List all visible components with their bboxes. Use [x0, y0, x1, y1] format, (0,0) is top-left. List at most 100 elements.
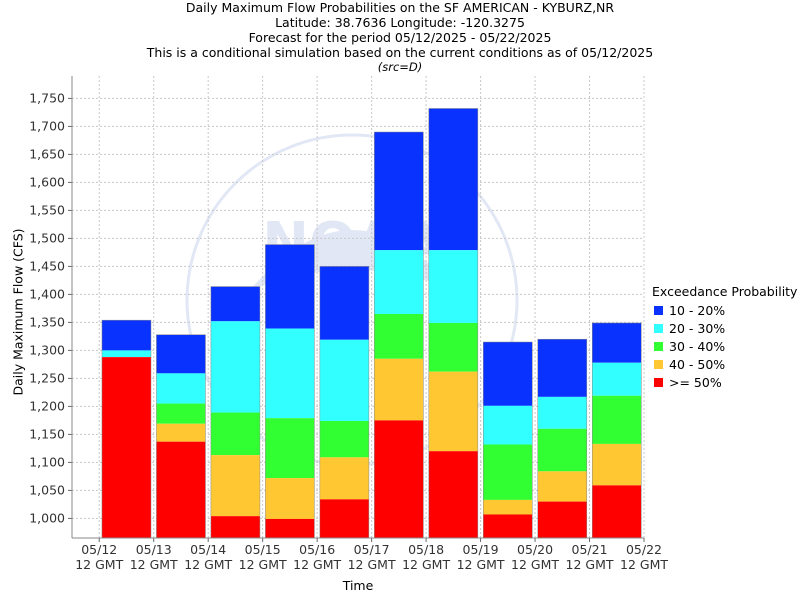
x-tick-time-label: 12 GMT [620, 557, 668, 572]
x-tick-time-label: 12 GMT [402, 557, 450, 572]
bar-segment [483, 514, 533, 538]
y-tick-label: 1,550 [29, 202, 65, 217]
x-tick-date-label: 05/20 [517, 542, 553, 557]
bar-segment [537, 339, 587, 397]
legend-swatch [654, 341, 663, 351]
x-tick-time-label: 12 GMT [566, 557, 614, 572]
bar-segment [210, 286, 260, 322]
bar-segment [428, 250, 478, 323]
legend-item: 10 - 20% [652, 301, 797, 319]
bar-segment [156, 423, 206, 442]
x-tick-time-label: 12 GMT [239, 557, 287, 572]
y-tick-label: 1,650 [29, 146, 65, 161]
bar-segment [592, 362, 642, 396]
y-tick-label: 1,700 [29, 118, 65, 133]
chart-subtitle-location: Latitude: 38.7636 Longitude: -120.3275 [275, 15, 525, 30]
x-tick-date-label: 05/18 [408, 542, 444, 557]
legend-label: 10 - 20% [669, 302, 726, 318]
y-tick-label: 1,450 [29, 258, 65, 273]
x-tick-time-label: 12 GMT [348, 557, 396, 572]
bars [101, 108, 642, 539]
bar-segment [592, 443, 642, 486]
x-tick-time-label: 12 GMT [184, 557, 232, 572]
bar-segment [265, 518, 315, 538]
bar-segment [537, 501, 587, 538]
y-tick-label: 1,250 [29, 370, 65, 385]
legend-item: 20 - 30% [652, 319, 797, 337]
bar-segment [592, 322, 642, 363]
bar-segment [265, 478, 315, 519]
x-tick-time-label: 12 GMT [457, 557, 505, 572]
x-tick-date-label: 05/21 [572, 542, 608, 557]
bar-segment [319, 499, 369, 538]
x-tick-time-label: 12 GMT [75, 557, 123, 572]
legend-item: 40 - 50% [652, 355, 797, 373]
legend-title: Exceedance Probability [652, 284, 798, 299]
legend-swatch [654, 323, 663, 333]
bar-segment [156, 334, 206, 374]
bar-segment [428, 108, 478, 251]
x-tick-date-label: 05/14 [190, 542, 226, 557]
bar-segment [101, 320, 151, 351]
x-tick-date-label: 05/16 [299, 542, 335, 557]
chart-title-block: Daily Maximum Flow Probabilities on the … [0, 0, 800, 75]
y-tick-label: 1,300 [29, 342, 65, 357]
chart-subtitle-period: Forecast for the period 05/12/2025 - 05/… [248, 30, 552, 45]
x-tick-date-label: 05/22 [626, 542, 662, 557]
bar-segment [537, 396, 587, 429]
bar-segment [210, 516, 260, 538]
bar-segment [156, 441, 206, 538]
bar-segment [537, 471, 587, 502]
y-tick-label: 1,500 [29, 230, 65, 245]
bar-segment [265, 418, 315, 479]
bar-segment [265, 328, 315, 419]
bar-segment [592, 395, 642, 444]
y-tick-label: 1,600 [29, 174, 65, 189]
bar-segment [592, 485, 642, 538]
bar-segment [319, 457, 369, 500]
bar-segment [101, 350, 151, 358]
y-tick-label: 1,050 [29, 482, 65, 497]
legend-label: 40 - 50% [669, 356, 726, 372]
bar-segment [319, 420, 369, 458]
chart-title: Daily Maximum Flow Probabilities on the … [185, 0, 615, 15]
legend-label: 30 - 40% [669, 338, 726, 354]
x-tick-date-label: 05/19 [463, 542, 499, 557]
bar-segment [483, 499, 533, 515]
bar-segment [374, 132, 424, 251]
legend-swatch [654, 359, 663, 369]
x-tick-time-label: 12 GMT [130, 557, 178, 572]
legend-swatch [654, 305, 663, 315]
bar-segment [101, 357, 151, 538]
x-tick-date-label: 05/17 [354, 542, 390, 557]
legend-label: >= 50% [669, 374, 722, 390]
chart-source-note: (src=D) [377, 60, 423, 74]
chart-subtitle-condition: This is a conditional simulation based o… [146, 45, 654, 60]
bar-segment [210, 321, 260, 413]
legend: Exceedance Probability 10 - 20% 20 - 30% 3… [652, 283, 797, 391]
y-tick-label: 1,100 [29, 454, 65, 469]
y-tick-label: 1,350 [29, 314, 65, 329]
x-tick-time-label: 12 GMT [511, 557, 559, 572]
bar-segment [374, 314, 424, 359]
x-axis-label: Time [342, 578, 374, 593]
bar-segment [483, 342, 533, 406]
x-tick-date-label: 05/13 [136, 542, 172, 557]
x-tick-date-label: 05/12 [81, 542, 117, 557]
bar-segment [537, 428, 587, 472]
bar-segment [374, 250, 424, 314]
bar-segment [483, 444, 533, 500]
y-tick-label: 1,750 [29, 90, 65, 105]
bar-segment [156, 373, 206, 404]
bar-segment [428, 451, 478, 538]
legend-label: 20 - 30% [669, 320, 726, 336]
legend-item: 30 - 40% [652, 337, 797, 355]
x-tick-date-label: 05/15 [245, 542, 281, 557]
legend-swatch [654, 377, 663, 387]
bar-segment [428, 371, 478, 452]
y-tick-label: 1,400 [29, 286, 65, 301]
bar-segment [210, 455, 260, 517]
x-tick-time-label: 12 GMT [293, 557, 341, 572]
y-axis-label: Daily Maximum Flow (CFS) [10, 228, 26, 396]
